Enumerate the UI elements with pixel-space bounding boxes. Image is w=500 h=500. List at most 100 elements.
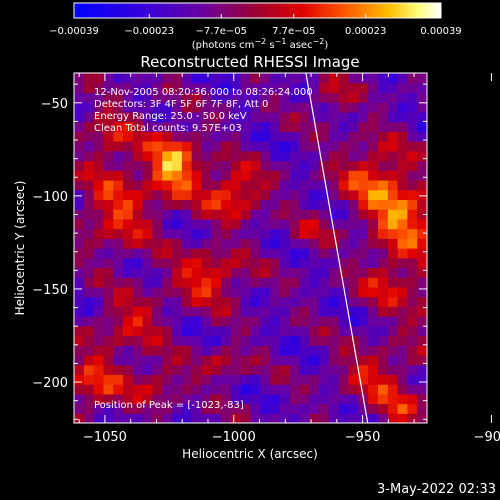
heatmap-cell [250, 179, 261, 191]
heatmap-cell [358, 111, 369, 123]
heatmap-cell [319, 160, 330, 171]
heatmap-cell [348, 325, 359, 337]
heatmap-cell [309, 403, 320, 414]
heatmap-cell [377, 316, 389, 327]
heatmap-cell [74, 306, 85, 317]
heatmap-cell [181, 209, 193, 220]
heatmap-cell [240, 286, 252, 298]
heatmap-cell [123, 286, 134, 298]
heatmap-cell [358, 238, 369, 249]
heatmap-cell [270, 413, 281, 423]
heatmap-cell [201, 393, 212, 405]
heatmap-cell [191, 189, 203, 200]
heatmap-cell [162, 345, 173, 356]
heatmap-cell [289, 170, 301, 181]
heatmap-cell [309, 296, 320, 307]
heatmap-cell [103, 92, 114, 103]
heatmap-cell [338, 393, 350, 405]
heatmap-cell [338, 189, 350, 200]
heatmap-cell [191, 354, 203, 366]
heatmap-cell [299, 335, 310, 346]
heatmap-cell [338, 277, 350, 288]
y-tick-label: −100 [32, 190, 68, 205]
x-tick-label: −1000 [212, 430, 256, 445]
heatmap-cell [132, 374, 144, 385]
heatmap-cell [348, 413, 359, 423]
heatmap-cell [377, 267, 389, 278]
heatmap-cell [377, 150, 389, 162]
heatmap-cell [201, 384, 212, 395]
heatmap-cell [387, 238, 399, 249]
heatmap-cell [279, 73, 291, 84]
heatmap-cell [83, 92, 95, 103]
heatmap-cell [328, 335, 340, 346]
heatmap-cell [83, 102, 95, 113]
heatmap-cell [83, 150, 95, 162]
heatmap-cell [113, 413, 124, 423]
heatmap-cell [319, 316, 330, 327]
heatmap-cell [113, 335, 124, 346]
heatmap-cell [368, 199, 379, 210]
heatmap-cell [123, 150, 134, 162]
heatmap-cell [172, 160, 183, 171]
heatmap-cell [211, 111, 222, 123]
heatmap-cell [123, 364, 134, 375]
heatmap-cell [358, 189, 369, 200]
heatmap-cell [328, 277, 340, 288]
heatmap-cell [142, 393, 154, 405]
heatmap-cell [289, 92, 301, 103]
heatmap-cell [270, 82, 281, 94]
heatmap-cell [181, 199, 193, 210]
heatmap-cell [260, 218, 271, 230]
heatmap-cell [201, 170, 212, 181]
heatmap-cell [191, 384, 203, 395]
heatmap-cell [328, 92, 340, 103]
heatmap-cell [348, 179, 359, 191]
heatmap-cell [230, 92, 242, 103]
heatmap-cell [83, 121, 95, 132]
heatmap-cell [103, 141, 114, 152]
heatmap-cell [93, 209, 105, 220]
heatmap-cell [387, 179, 399, 191]
heatmap-cell [348, 374, 359, 385]
heatmap-cell [162, 179, 173, 191]
heatmap-cell [417, 238, 427, 249]
heatmap-cell [191, 364, 203, 375]
heatmap-cell [93, 267, 105, 278]
heatmap-cell [113, 267, 124, 278]
heatmap-cell [407, 384, 418, 395]
heatmap-cell [240, 170, 252, 181]
heatmap-cell [103, 121, 114, 132]
heatmap-cell [74, 209, 85, 220]
heatmap-cell [230, 354, 242, 366]
heatmap-cell [103, 267, 114, 278]
heatmap-cell [250, 296, 261, 307]
heatmap-cell [142, 364, 154, 375]
heatmap-cell [319, 277, 330, 288]
heatmap-cell [417, 354, 427, 366]
heatmap-cell [299, 413, 310, 423]
heatmap-cell [348, 160, 359, 171]
heatmap-cell [230, 73, 242, 84]
heatmap-cell [368, 228, 379, 239]
heatmap-cell [299, 131, 310, 142]
heatmap-cell [260, 92, 271, 103]
heatmap-cell [132, 364, 144, 375]
heatmap-cell [377, 354, 389, 366]
heatmap-cell [309, 384, 320, 395]
heatmap-cell [319, 257, 330, 269]
heatmap-cell [181, 141, 193, 152]
heatmap-cell [387, 228, 399, 239]
heatmap-cell [152, 316, 163, 327]
heatmap-cell [181, 257, 193, 269]
heatmap-cell [221, 179, 232, 191]
heatmap-cell [123, 267, 134, 278]
heatmap-cell [230, 131, 242, 142]
heatmap-cell [93, 306, 105, 317]
heatmap-cell [358, 354, 369, 366]
heatmap-cell [172, 218, 183, 230]
heatmap-cell [279, 228, 291, 239]
heatmap-cell [319, 238, 330, 249]
heatmap-cell [162, 228, 173, 239]
heatmap-cell [368, 306, 379, 317]
